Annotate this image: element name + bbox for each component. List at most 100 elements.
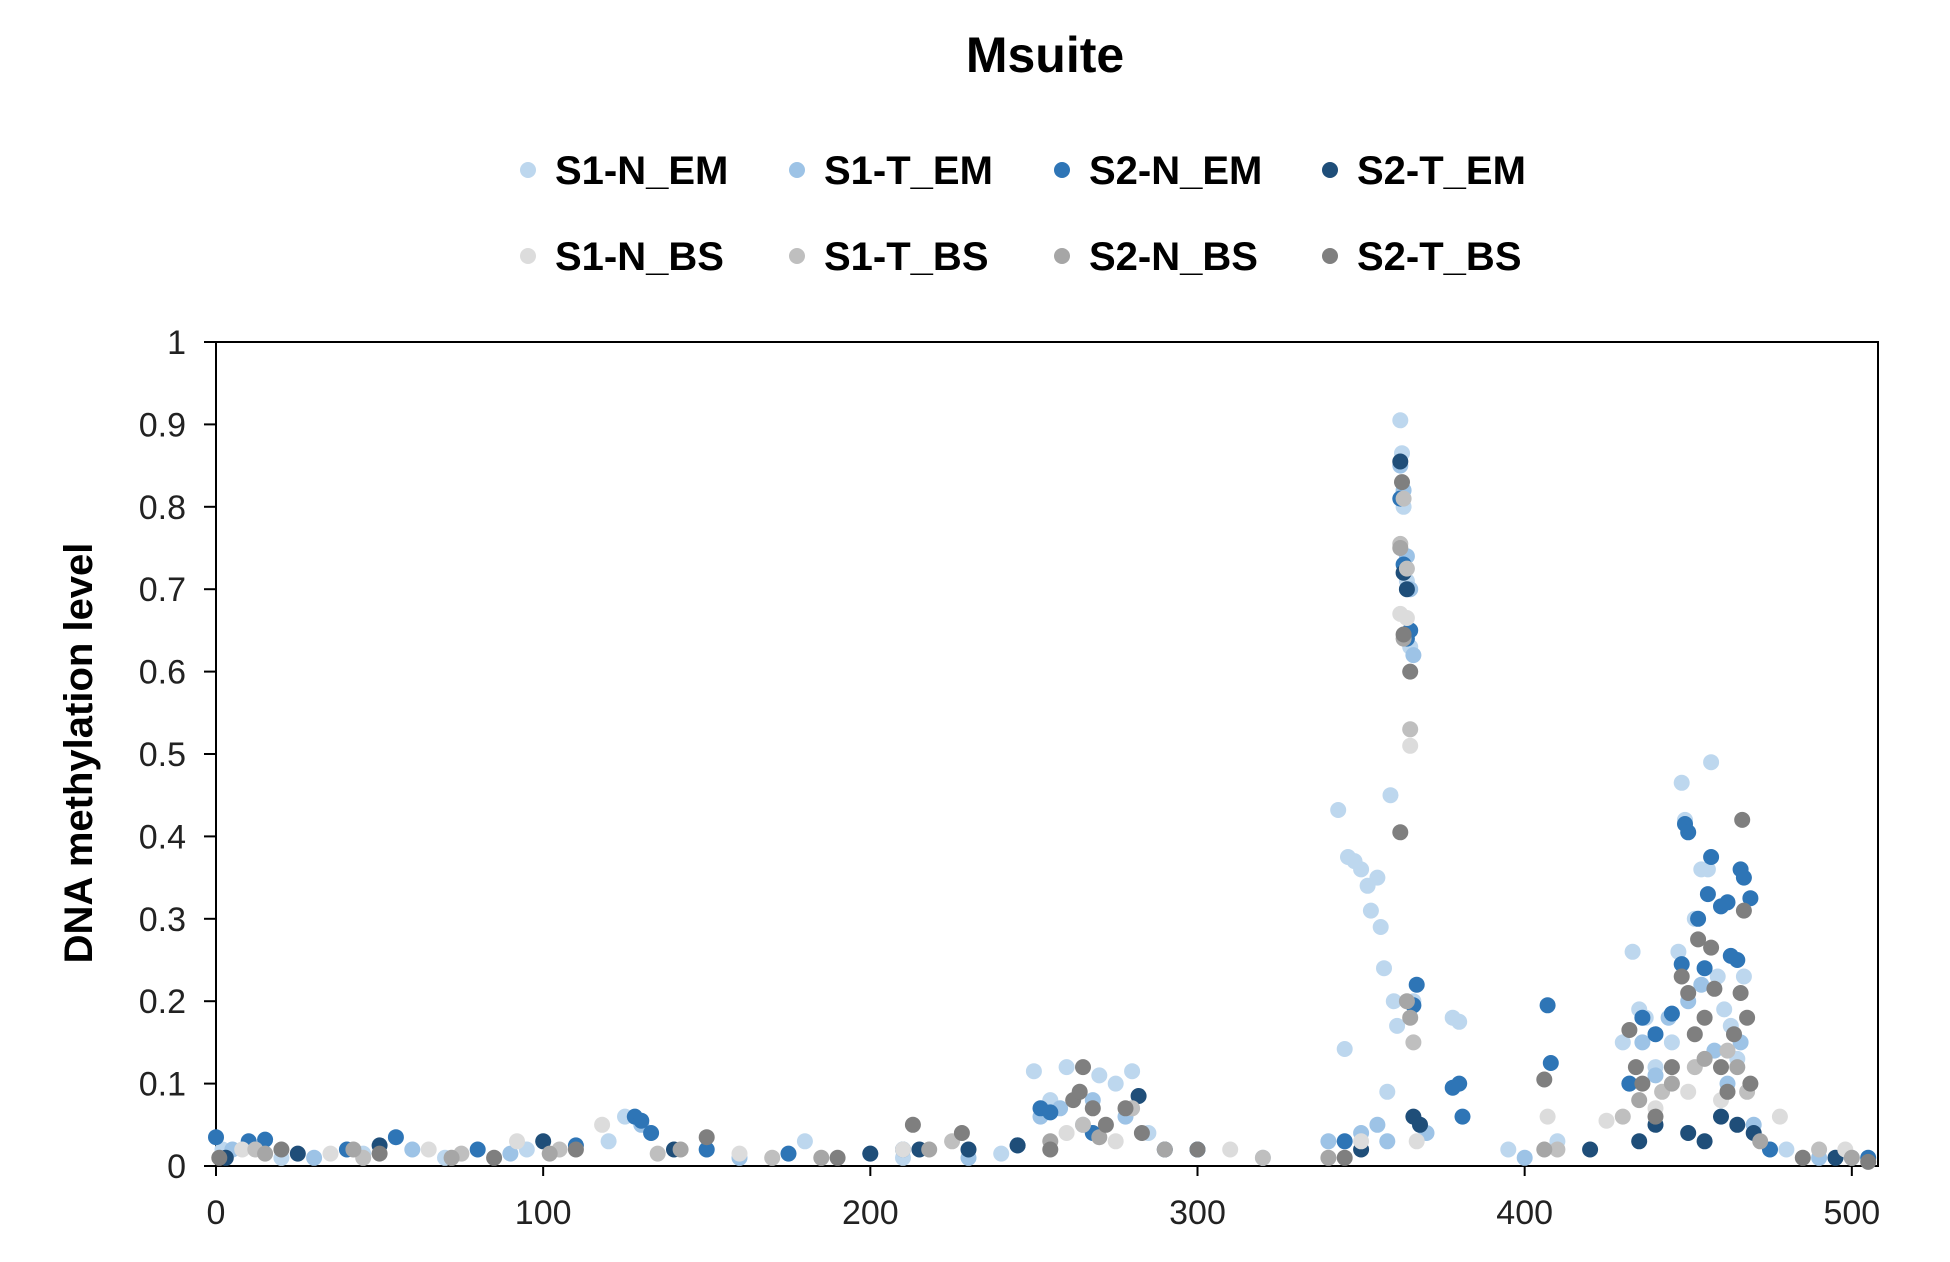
data-point (594, 1116, 611, 1133)
data-point (1673, 774, 1690, 791)
data-point (1405, 1034, 1422, 1051)
data-point (1156, 1141, 1173, 1158)
data-point (1408, 1133, 1425, 1150)
x-tick-label: 100 (515, 1194, 572, 1232)
data-point (1042, 1141, 1059, 1158)
y-axis-title: DNA methylation level (57, 543, 101, 964)
data-point (1631, 1133, 1648, 1150)
data-point (387, 1129, 404, 1146)
data-point (1379, 1083, 1396, 1100)
data-point (600, 1133, 617, 1150)
data-point (1686, 1026, 1703, 1043)
data-point (953, 1125, 970, 1141)
data-point (1500, 1141, 1517, 1158)
legend-marker (789, 248, 805, 264)
data-point (420, 1141, 437, 1158)
data-point (829, 1149, 846, 1166)
legend-label: S2-N_BS (1089, 235, 1258, 279)
data-point (649, 1145, 666, 1162)
data-point (208, 1129, 224, 1146)
data-point (1412, 1116, 1428, 1133)
data-point (1734, 811, 1751, 828)
legend-label: S1-N_BS (555, 235, 724, 279)
data-point (535, 1133, 552, 1150)
legend-marker (1054, 248, 1070, 264)
legend-marker (1322, 162, 1338, 178)
data-point (1696, 960, 1713, 977)
data-point (1742, 890, 1759, 907)
data-point (1189, 1141, 1206, 1158)
data-point (1621, 1075, 1638, 1092)
data-point (1729, 1116, 1746, 1133)
data-point (1735, 968, 1752, 985)
data-point (1716, 1001, 1733, 1018)
data-point (1133, 1125, 1150, 1141)
data-point (1860, 1153, 1877, 1170)
data-point (1330, 802, 1347, 818)
y-tick-label: 0.4 (139, 818, 186, 856)
data-point (1729, 952, 1746, 968)
data-point (1392, 453, 1409, 470)
data-point (1696, 1133, 1713, 1150)
data-point (1703, 754, 1720, 771)
data-point (1693, 976, 1710, 993)
data-point (1539, 1108, 1556, 1125)
data-point (509, 1133, 525, 1150)
y-tick-label: 0.7 (139, 571, 186, 609)
data-point (1336, 1133, 1353, 1150)
data-point (486, 1149, 503, 1166)
x-tick-label: 300 (1169, 1194, 1226, 1232)
data-point (322, 1145, 339, 1162)
data-point (895, 1141, 911, 1158)
data-point (1071, 1083, 1088, 1100)
data-point (1634, 1034, 1651, 1051)
data-point (1398, 581, 1415, 598)
data-point (1627, 1059, 1644, 1076)
data-point (1778, 1141, 1795, 1158)
data-point (1042, 1104, 1059, 1121)
data-point (1320, 1149, 1337, 1166)
data-point (1794, 1149, 1811, 1166)
data-point (698, 1129, 715, 1146)
data-point (1729, 1059, 1746, 1076)
y-tick-label: 0.1 (139, 1066, 186, 1104)
data-point (541, 1145, 558, 1162)
data-point (1091, 1067, 1108, 1084)
data-point (731, 1145, 748, 1162)
data-point (1542, 1055, 1559, 1071)
data-point (904, 1116, 921, 1133)
data-point (371, 1145, 388, 1162)
data-point (1719, 894, 1736, 911)
data-point (1451, 1075, 1468, 1092)
data-point (1353, 861, 1370, 878)
data-point (796, 1133, 813, 1150)
data-point (1084, 1100, 1101, 1117)
data-point (1124, 1063, 1141, 1080)
data-point (1673, 956, 1690, 973)
data-point (1663, 1034, 1680, 1051)
data-point (921, 1141, 938, 1158)
data-point (1735, 869, 1752, 886)
data-point (1699, 861, 1716, 878)
data-point (1398, 610, 1415, 626)
data-point (289, 1145, 306, 1162)
data-point (1680, 824, 1697, 841)
data-point (1376, 960, 1392, 977)
data-point (1614, 1108, 1631, 1125)
data-point (1703, 849, 1720, 865)
data-point (1382, 787, 1399, 804)
y-tick-label: 0.6 (139, 654, 186, 692)
data-point (1680, 1083, 1697, 1100)
data-point (1726, 1026, 1742, 1043)
data-point (345, 1141, 362, 1158)
data-point (1680, 985, 1697, 1001)
data-point (1673, 968, 1690, 985)
data-point (1690, 931, 1707, 948)
y-tick-label: 0.2 (139, 983, 186, 1021)
data-point (1320, 1133, 1337, 1150)
data-point (672, 1141, 689, 1158)
data-point (1395, 626, 1412, 643)
data-point (1254, 1149, 1271, 1166)
data-point (813, 1149, 830, 1166)
